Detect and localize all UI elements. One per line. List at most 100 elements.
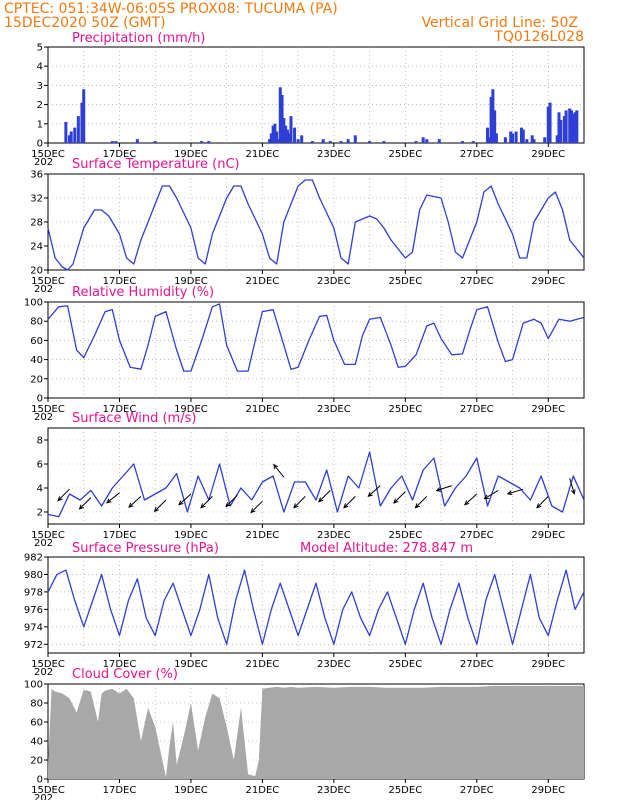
pressure-xtick-label: 27DEC <box>460 659 494 670</box>
wind-arrow-shaft <box>128 496 142 508</box>
cloud-cover-year-label: 202 <box>34 793 53 800</box>
wind-arrow-head <box>106 498 112 504</box>
wind-arrow <box>367 485 381 497</box>
wind-arrow-shaft <box>464 493 478 506</box>
precipitation-bar <box>280 95 284 143</box>
pressure-ytick-label: 976 <box>24 605 43 616</box>
precipitation-bar <box>293 127 297 143</box>
wind-ytick-label: 4 <box>37 484 43 495</box>
wind-arrow <box>225 494 238 508</box>
precipitation-bar <box>382 141 386 143</box>
humidity-ytick-label: 40 <box>30 355 43 366</box>
pressure-xtick-label: 23DEC <box>317 659 351 670</box>
cloud-cover-area <box>48 685 584 779</box>
wind-arrow-head <box>273 463 279 470</box>
precipitation-bar <box>437 139 441 143</box>
wind-arrow-head <box>414 503 420 509</box>
humidity-frame <box>47 301 585 399</box>
precipitation-bar <box>82 89 86 143</box>
precipitation-bar <box>80 102 84 143</box>
wind-arrow <box>153 499 167 513</box>
wind-arrow-head <box>200 503 206 509</box>
humidity-panel: 0 20 40 60 80 100 15DEC 17DEC 19DEC 21DEC 23DEC 25D… <box>24 298 585 423</box>
pressure-frame <box>47 556 585 654</box>
precipitation-xtick-label: 15DEC <box>31 149 65 160</box>
precipitation-bar <box>310 141 314 143</box>
wind-arrow <box>106 492 120 504</box>
precipitation-bar <box>511 133 515 143</box>
cloud-cover-title: Cloud Cover (%) <box>72 667 178 682</box>
temperature-xtick-label: 25DEC <box>388 276 422 287</box>
humidity-ytick-label: 20 <box>30 374 43 385</box>
wind-ytick-label: 8 <box>37 436 43 447</box>
wind-arrow <box>483 489 499 500</box>
humidity-xtick-label: 25DEC <box>388 404 422 415</box>
precipitation-bar <box>207 141 211 143</box>
wind-arrow <box>273 463 285 478</box>
precipitation-bar <box>509 131 513 143</box>
precipitation-bar <box>548 102 552 143</box>
wind-arrow-head <box>128 502 134 508</box>
wind-arrow-shaft <box>293 496 306 509</box>
temperature-title: Surface Temperature (nC) <box>72 157 240 172</box>
temperature-xtick-label: 27DEC <box>460 276 494 287</box>
pressure-title: Surface Pressure (hPa) <box>72 541 219 556</box>
precipitation-bar <box>76 116 80 143</box>
cloud-cover-xtick-label: 17DEC <box>103 785 137 796</box>
precipitation-bar <box>273 123 277 143</box>
cloud-cover-ytick-label: 100 <box>24 680 43 691</box>
wind-arrow-shaft <box>200 496 213 509</box>
wind-arrow-shaft <box>273 464 285 478</box>
wind-arrow-shaft <box>569 478 575 494</box>
wind-line <box>47 451 585 518</box>
precipitation-ytick-label: 4 <box>37 62 43 73</box>
temperature-year-label: 202 <box>34 284 53 295</box>
wind-xtick-label: 15DEC <box>31 530 65 541</box>
temperature-ytick-label: 20 <box>30 266 43 277</box>
precipitation-bar <box>296 139 300 143</box>
precipitation-bar <box>519 127 523 143</box>
wind-arrow-shaft <box>154 499 167 512</box>
precipitation-bar <box>486 127 490 143</box>
precipitation-bar <box>564 110 568 143</box>
wind-arrow <box>343 496 356 509</box>
wind-arrow <box>78 497 92 510</box>
precipitation-xtick-label: 17DEC <box>103 149 137 160</box>
humidity-ytick-label: 0 <box>37 394 43 405</box>
precipitation-bar <box>135 139 139 143</box>
precipitation-xtick-label: 19DEC <box>174 149 208 160</box>
wind-ytick-label: 2 <box>37 508 43 519</box>
pressure-ytick-label: 978 <box>24 587 43 598</box>
wind-arrow-shaft <box>507 488 524 495</box>
model-altitude-note: Model Altitude: 278.847 m <box>300 541 473 556</box>
wind-arrow-shaft <box>57 488 70 501</box>
precipitation-bar <box>368 141 372 143</box>
wind-arrow-head <box>343 503 349 509</box>
pressure-ytick-label: 980 <box>24 570 43 581</box>
humidity-xtick-label: 15DEC <box>31 404 65 415</box>
temperature-xtick-label: 17DEC <box>103 276 137 287</box>
precipitation-bar <box>282 118 286 143</box>
wind-title: Surface Wind (m/s) <box>72 411 196 426</box>
cloud-cover-xtick-label: 29DEC <box>531 785 565 796</box>
precipitation-xtick-label: 27DEC <box>460 149 494 160</box>
precipitation-bar <box>491 89 495 143</box>
precipitation-bar <box>339 141 343 143</box>
wind-arrow-head <box>78 504 84 510</box>
humidity-xtick-label: 19DEC <box>174 404 208 415</box>
precipitation-bar <box>575 110 579 143</box>
wind-arrow-shaft <box>368 485 381 497</box>
precipitation-bar <box>568 108 572 143</box>
wind-arrow-shaft <box>343 496 356 509</box>
precipitation-bar <box>73 127 77 143</box>
precipitation-bar <box>289 116 293 143</box>
precipitation-bar <box>153 141 157 143</box>
humidity-year-label: 202 <box>34 412 53 423</box>
humidity-line <box>47 303 585 372</box>
precipitation-bar <box>300 135 304 143</box>
humidity-ytick-label: 80 <box>30 317 43 328</box>
pressure-xtick-label: 15DEC <box>31 659 65 670</box>
wind-arrow <box>414 496 428 509</box>
cloud-cover-panel: 0 20 40 60 80 100 15DEC 17DEC 19DEC 21DEC 23DEC 25D… <box>24 680 585 800</box>
precipitation-bar <box>546 106 550 143</box>
